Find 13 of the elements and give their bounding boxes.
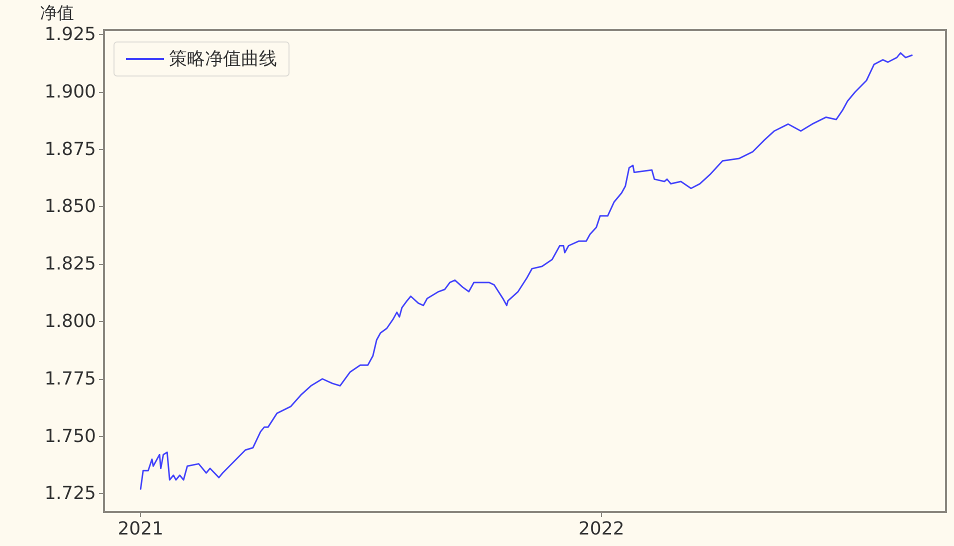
y-tick-label: 1.875	[44, 138, 96, 160]
y-tick-label: 1.850	[44, 196, 96, 218]
legend-label: 策略净值曲线	[169, 48, 277, 70]
x-tick-label: 2021	[118, 518, 164, 540]
y-axis-title: 净值	[40, 4, 74, 24]
y-tick-label: 1.900	[44, 81, 96, 102]
y-tick-label: 1.800	[44, 310, 96, 332]
x-tick-label: 2022	[578, 518, 624, 540]
y-tick-label: 1.925	[44, 24, 96, 46]
y-tick-label: 1.775	[44, 368, 96, 390]
y-tick-label: 1.725	[44, 483, 96, 504]
y-tick-label: 1.825	[44, 254, 96, 275]
y-tick-label: 1.750	[44, 426, 96, 447]
